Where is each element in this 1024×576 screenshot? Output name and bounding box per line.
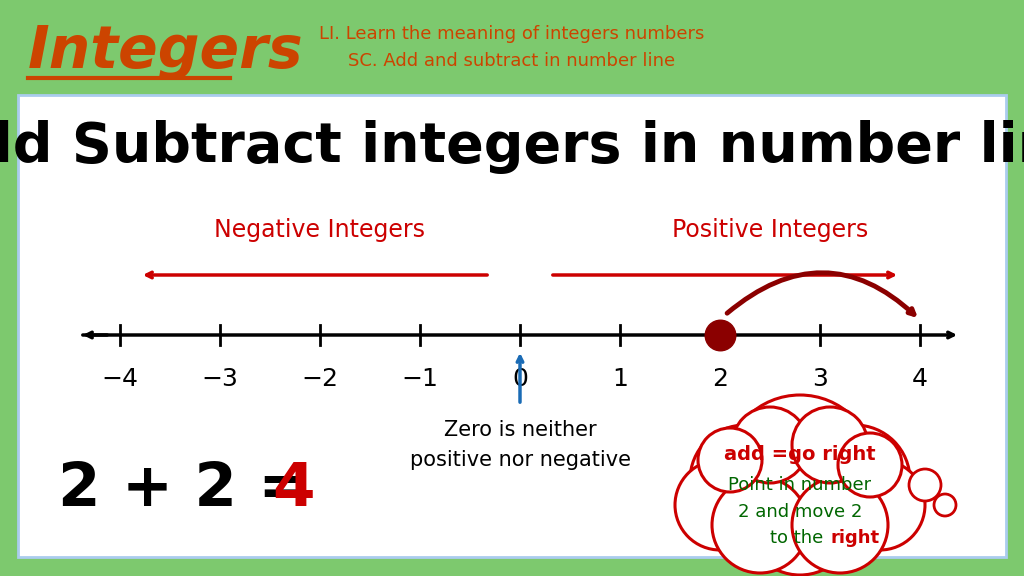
Circle shape <box>725 395 874 545</box>
Text: −2: −2 <box>301 367 339 391</box>
Text: positive nor negative: positive nor negative <box>410 450 631 470</box>
Text: 2: 2 <box>712 367 728 391</box>
Text: right: right <box>830 529 880 547</box>
Circle shape <box>838 433 902 497</box>
Text: Positive Integers: Positive Integers <box>672 218 868 242</box>
Text: to the: to the <box>770 529 829 547</box>
Text: 1: 1 <box>612 367 628 391</box>
Circle shape <box>835 460 925 550</box>
Text: 0: 0 <box>512 367 528 391</box>
Circle shape <box>934 494 956 516</box>
Circle shape <box>690 425 800 535</box>
Text: add =go right: add =go right <box>724 445 876 464</box>
Circle shape <box>792 477 888 573</box>
Circle shape <box>732 407 808 483</box>
Circle shape <box>745 465 855 575</box>
Text: 4: 4 <box>912 367 928 391</box>
Circle shape <box>675 460 765 550</box>
Circle shape <box>712 477 808 573</box>
Circle shape <box>698 428 762 492</box>
Text: 2 and move 2: 2 and move 2 <box>738 503 862 521</box>
FancyBboxPatch shape <box>18 95 1006 557</box>
Text: SC. Add and subtract in number line: SC. Add and subtract in number line <box>348 52 676 70</box>
Text: Negative Integers: Negative Integers <box>214 218 426 242</box>
Text: LI. Learn the meaning of integers numbers: LI. Learn the meaning of integers number… <box>319 25 705 43</box>
Text: −1: −1 <box>401 367 438 391</box>
Text: 2 + 2 =: 2 + 2 = <box>58 460 331 520</box>
Text: −4: −4 <box>101 367 138 391</box>
Circle shape <box>909 469 941 501</box>
Text: Add Subtract integers in number line: Add Subtract integers in number line <box>0 120 1024 174</box>
Circle shape <box>792 407 868 483</box>
Text: Point in number: Point in number <box>728 476 871 494</box>
Text: Integers: Integers <box>28 24 304 81</box>
Circle shape <box>800 425 910 535</box>
Text: 3: 3 <box>812 367 828 391</box>
Text: −3: −3 <box>202 367 239 391</box>
Text: 4: 4 <box>272 460 314 520</box>
Text: Zero is neither: Zero is neither <box>443 420 596 440</box>
